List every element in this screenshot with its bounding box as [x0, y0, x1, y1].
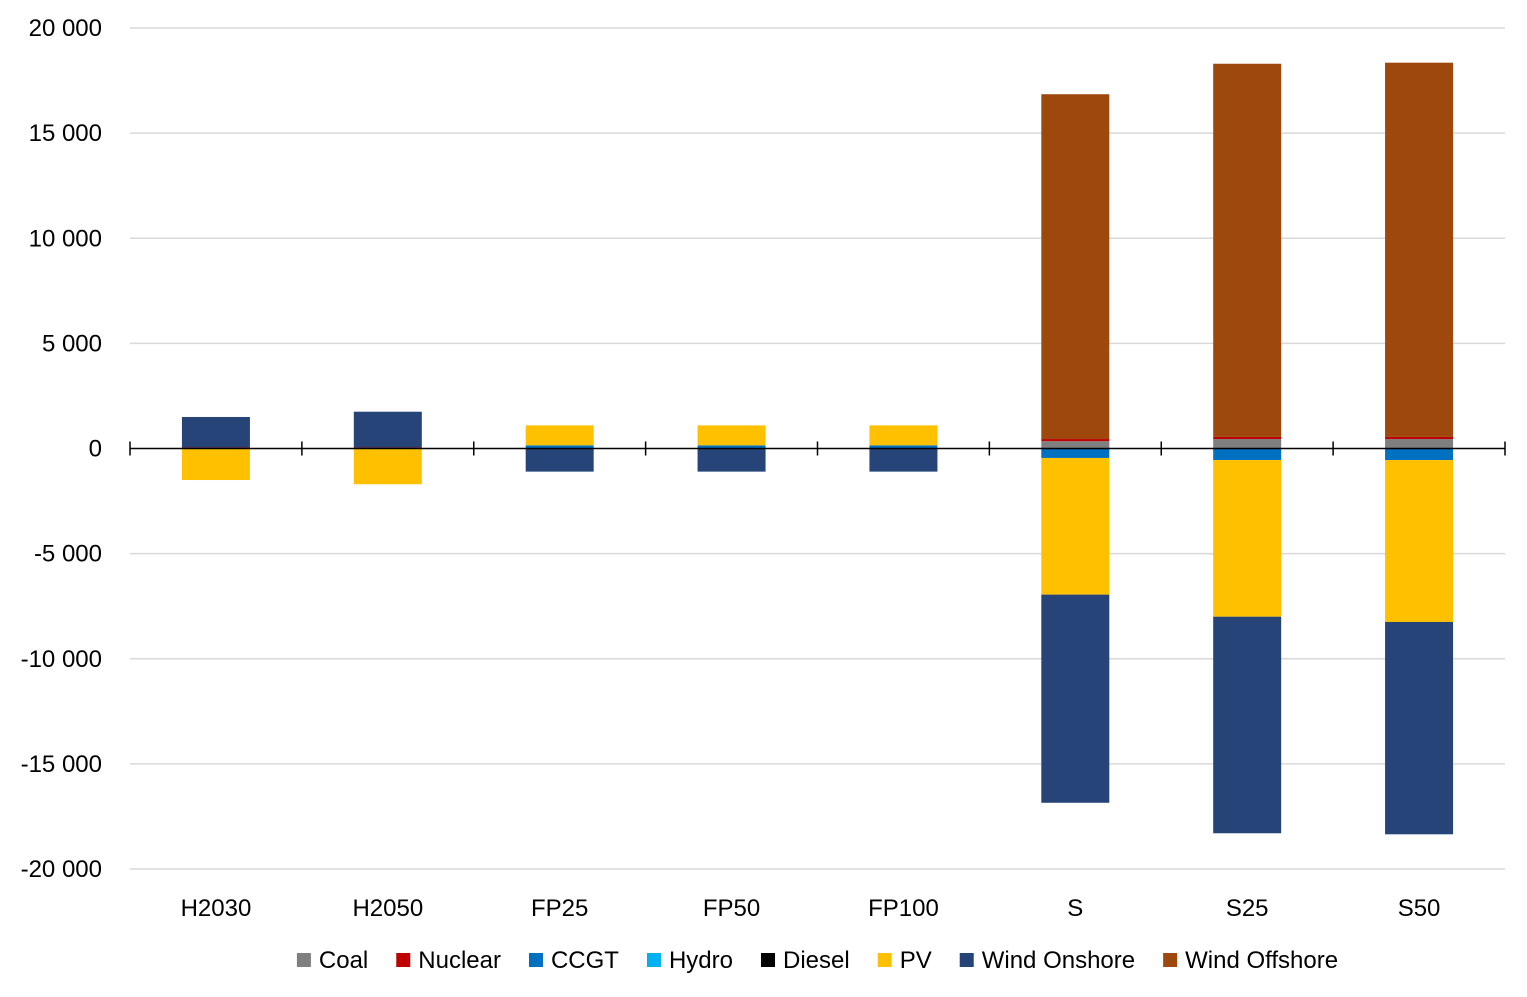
legend-swatch: [959, 953, 974, 967]
bar-wind-onshore-fp25: [525, 448, 594, 472]
bar-wind-onshore-fp100: [869, 448, 938, 472]
legend-swatch: [528, 953, 543, 967]
y-tick-label: 20 000: [29, 15, 102, 42]
bar-pv-fp25: [525, 425, 594, 446]
y-tick-label: 15 000: [29, 120, 102, 147]
bar-pv-fp50: [697, 425, 766, 446]
x-tick-label: H2030: [181, 895, 252, 922]
legend-swatch: [646, 953, 661, 967]
bars: [181, 62, 1454, 835]
legend-label: PV: [900, 947, 932, 974]
bar-wind-offshore-s25: [1213, 63, 1282, 437]
bar-nuclear-s50: [1385, 436, 1454, 440]
legend-item-wind-onshore: Wind Onshore: [959, 947, 1135, 974]
legend-label: Nuclear: [418, 947, 501, 974]
bar-ccgt-s25: [1213, 448, 1282, 461]
bar-wind-onshore-s50: [1385, 621, 1454, 835]
legend-item-pv: PV: [877, 947, 932, 974]
bar-pv-h2030: [181, 448, 250, 481]
legend-swatch: [1163, 953, 1178, 967]
x-tick-label: FP50: [703, 895, 760, 922]
legend-item-hydro: Hydro: [646, 947, 733, 974]
x-axis: [129, 441, 1506, 456]
y-tick-label: -15 000: [21, 751, 102, 778]
bar-wind-onshore-h2030: [181, 416, 250, 448]
x-tick-label: S: [1067, 895, 1083, 922]
bar-pv-fp100: [869, 425, 938, 446]
bar-ccgt-s: [1041, 448, 1110, 458]
legend-item-coal: Coal: [296, 947, 368, 974]
legend-label: Wind Offshore: [1185, 947, 1338, 974]
legend-label: Wind Onshore: [982, 947, 1135, 974]
legend: Coal Nuclear CCGT Hydro Diesel PV Wind Onshore…: [296, 947, 1338, 974]
bar-pv-h2050: [353, 448, 422, 485]
x-tick-label: H2050: [352, 895, 423, 922]
y-tick-label: 0: [89, 436, 102, 463]
bar-ccgt-fp50: [697, 445, 766, 449]
y-tick-label: 5 000: [42, 330, 102, 357]
bar-pv-s50: [1385, 460, 1454, 622]
legend-label: Diesel: [783, 947, 850, 974]
legend-item-ccgt: CCGT: [528, 947, 619, 974]
x-tick-label: FP100: [868, 895, 939, 922]
y-tick-label: 10 000: [29, 225, 102, 252]
x-axis-tick-labels: H2030 H2050 FP25 FP50 FP100 S S25 S50: [181, 895, 1441, 922]
legend-item-diesel: Diesel: [761, 947, 850, 974]
y-tick-label: -5 000: [34, 541, 102, 568]
y-tick-label: -10 000: [21, 646, 102, 673]
y-tick-label: -20 000: [21, 856, 102, 883]
gridlines: [130, 27, 1505, 870]
legend-item-wind-offshore: Wind Offshore: [1163, 947, 1338, 974]
legend-swatch: [877, 953, 892, 967]
bar-pv-s: [1041, 457, 1110, 595]
bar-ccgt-s50: [1385, 448, 1454, 461]
bar-wind-offshore-s50: [1385, 62, 1454, 437]
legend-label: Hydro: [669, 947, 733, 974]
bar-nuclear-s25: [1213, 436, 1282, 440]
bar-coal-s25: [1213, 439, 1282, 449]
legend-swatch: [396, 953, 411, 967]
y-axis-tick-labels: 20 000 15 000 10 000 5 000 0 -5 000 -10 000 -15…: [21, 15, 102, 883]
x-tick-label: S50: [1398, 895, 1441, 922]
legend-label: CCGT: [551, 947, 619, 974]
bar-coal-s50: [1385, 439, 1454, 449]
x-tick-label: S25: [1226, 895, 1269, 922]
bar-wind-onshore-h2050: [353, 411, 422, 448]
legend-swatch: [296, 953, 311, 967]
legend-label: Coal: [319, 947, 368, 974]
legend-swatch: [761, 953, 776, 967]
legend-item-nuclear: Nuclear: [396, 947, 501, 974]
bar-ccgt-fp25: [525, 445, 594, 449]
bar-coal-s: [1041, 441, 1110, 449]
bar-ccgt-fp100: [869, 445, 938, 449]
bar-pv-s25: [1213, 460, 1282, 617]
bar-wind-onshore-fp50: [697, 448, 766, 472]
bar-wind-offshore-s: [1041, 94, 1110, 440]
bar-wind-onshore-s: [1041, 594, 1110, 803]
x-tick-label: FP25: [531, 895, 588, 922]
bar-nuclear-s: [1041, 439, 1110, 442]
bar-wind-onshore-s25: [1213, 616, 1282, 834]
